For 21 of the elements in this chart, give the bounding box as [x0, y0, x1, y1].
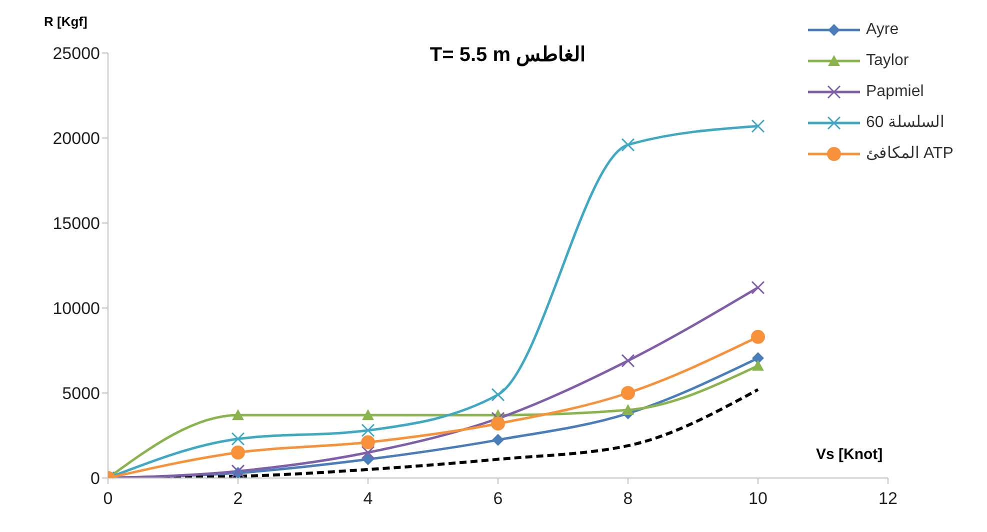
x-tick-label: 2 [233, 489, 243, 508]
legend-label: المكافئ ATP [866, 144, 954, 164]
y-tick-label: 0 [90, 469, 100, 488]
x-tick-label: 8 [623, 489, 633, 508]
y-tick-label: 5000 [62, 384, 100, 404]
y-tick-label: 20000 [52, 129, 100, 148]
y-tick-label: 10000 [52, 299, 100, 318]
x-tick-label: 4 [363, 489, 373, 508]
x-tick-label: 12 [878, 489, 898, 508]
chart-title: T= 5.5 m الغاطس [428, 43, 588, 67]
y-axis-title: R [Kgf] [44, 14, 88, 29]
x-axis-title: Vs [Knot] [816, 446, 883, 463]
legend-label: السلسلة 60 [866, 113, 944, 133]
legend-label: Papmiel [866, 82, 924, 102]
y-tick-label: 25000 [52, 44, 100, 64]
x-tick-label: 0 [103, 489, 113, 508]
x-tick-label: 10 [748, 489, 768, 508]
legend-label: Taylor [866, 51, 909, 71]
x-tick-label: 6 [493, 489, 503, 508]
y-tick-label: 15000 [52, 214, 100, 234]
legend-label: Ayre [866, 20, 899, 40]
